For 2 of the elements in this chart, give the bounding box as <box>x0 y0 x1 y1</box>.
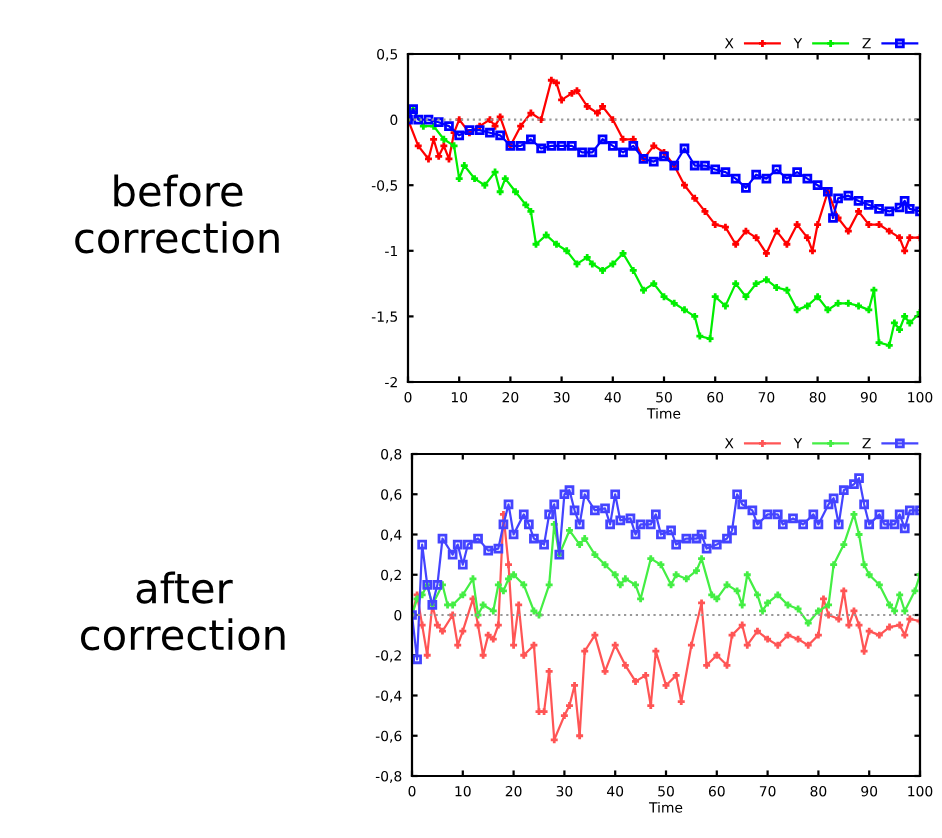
text: after correction <box>81 571 285 651</box>
text: before correction <box>75 174 279 254</box>
